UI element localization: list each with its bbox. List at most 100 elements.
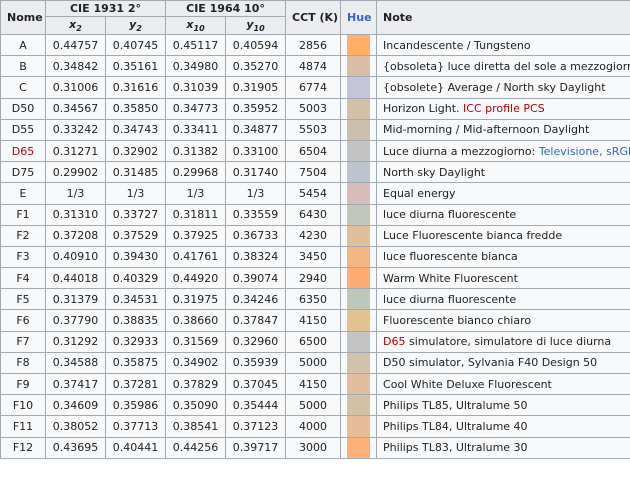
- cell-x2: 0.34609: [45, 394, 106, 417]
- cell-y2: 0.35161: [104, 55, 167, 78]
- col-header-x10[interactable]: x10: [165, 16, 227, 35]
- cell-y2: 0.37713: [104, 415, 167, 438]
- cell-note: Fluorescente bianco chiaro: [376, 309, 630, 332]
- table-row: B 0.34842 0.35161 0.34980 0.35270 4874 {obsole…: [0, 55, 630, 78]
- col-header-x2[interactable]: x2: [45, 16, 106, 35]
- note-link[interactable]: ICC profile PCS: [463, 102, 545, 116]
- cell-y2: 0.34531: [104, 288, 167, 311]
- hue-swatch: [347, 226, 371, 246]
- cell-y10: 0.39717: [225, 436, 287, 459]
- cell-x2: 0.43695: [45, 436, 106, 459]
- cell-note: Incandescente / Tungsteno: [376, 33, 630, 57]
- col-header-note[interactable]: Note: [376, 0, 630, 35]
- cell-x10: 0.31382: [165, 139, 227, 163]
- cell-y2: 0.35850: [104, 97, 167, 120]
- hue-swatch: [347, 416, 371, 437]
- cell-x2: 0.29902: [45, 161, 106, 184]
- cell-hue: [340, 267, 378, 290]
- hue-swatch: [347, 289, 371, 309]
- cell-x2: 0.31271: [45, 139, 106, 163]
- cell-name: F6: [0, 309, 46, 332]
- cell-note: Philips TL84, Ultralume 40: [376, 415, 630, 438]
- cell-x2: 0.31379: [45, 288, 106, 311]
- cell-name: F1: [0, 203, 46, 226]
- cell-note: Cool White Deluxe Fluorescent: [376, 372, 630, 396]
- hue-swatch: [347, 162, 371, 182]
- cell-note: D50 simulator, Sylvania F40 Design 50: [376, 351, 630, 375]
- table-row: E 1/3 1/3 1/3 1/3 5454 Equal energy: [0, 182, 630, 205]
- col-header-hue[interactable]: Hue: [340, 0, 378, 35]
- cell-x2: 0.34567: [45, 97, 106, 120]
- cell-y10: 0.35952: [225, 97, 287, 120]
- cell-cct: 6430: [285, 203, 342, 226]
- cell-cct: 5000: [285, 394, 342, 417]
- cell-x2: 0.31006: [45, 76, 106, 99]
- cell-hue: [340, 203, 378, 226]
- cell-y2: 0.31616: [104, 76, 167, 99]
- hue-swatch: [347, 56, 371, 76]
- cell-x10: 0.34902: [165, 351, 227, 375]
- cell-y10: 0.31740: [225, 161, 287, 184]
- cell-name: D50: [0, 97, 46, 120]
- col-header-y2[interactable]: y2: [104, 16, 167, 35]
- cell-x2: 0.37417: [45, 372, 106, 396]
- cell-x10: 0.41761: [165, 245, 227, 269]
- hue-swatch: [347, 99, 371, 119]
- cell-y10: 0.34246: [225, 288, 287, 311]
- cell-name: F3: [0, 245, 46, 269]
- cell-cct: 5000: [285, 351, 342, 375]
- cell-x2: 0.37790: [45, 309, 106, 332]
- cell-y10: 0.33100: [225, 139, 287, 163]
- hue-swatch: [347, 268, 371, 288]
- note-link[interactable]: Televisione, sRGB: [538, 144, 630, 158]
- note-text: simulatore, simulatore di luce diurna: [405, 335, 612, 349]
- cell-note: North sky Daylight: [376, 161, 630, 184]
- note-text: D50 simulator, Sylvania F40 Design 50: [383, 356, 598, 370]
- col-header-y10[interactable]: y10: [225, 16, 287, 35]
- note-text: {obsoleta} luce diretta del sole a mezzo…: [383, 59, 630, 73]
- table-row: D75 0.29902 0.31485 0.29968 0.31740 7504 North…: [0, 161, 630, 184]
- col-header-cct[interactable]: CCT (K): [285, 0, 342, 35]
- cell-name: B: [0, 55, 46, 78]
- cell-cct: 4230: [285, 224, 342, 247]
- col-header-nome[interactable]: Nome: [0, 0, 46, 35]
- cell-name: D65: [0, 139, 46, 163]
- cell-x10: 0.44256: [165, 436, 227, 459]
- note-link[interactable]: D65: [383, 335, 406, 349]
- cell-hue: [340, 76, 378, 99]
- cell-hue: [340, 394, 378, 417]
- hue-swatch: [347, 205, 371, 225]
- cell-cct: 2856: [285, 33, 342, 57]
- cell-cct: 6774: [285, 76, 342, 99]
- note-text: luce fluorescente bianca: [383, 250, 518, 264]
- cell-name: F4: [0, 267, 46, 290]
- cell-hue: [340, 139, 378, 163]
- cell-y2: 0.35875: [104, 351, 167, 375]
- note-text: Warm White Fluorescent: [383, 271, 518, 285]
- cell-x10: 0.35090: [165, 394, 227, 417]
- cell-note: Luce Fluorescente bianca fredde: [376, 224, 630, 247]
- note-text: Luce Fluorescente bianca fredde: [383, 229, 563, 243]
- cell-y2: 0.40329: [104, 267, 167, 290]
- note-text: Horizon Light.: [383, 102, 464, 116]
- hue-swatch: [347, 310, 371, 331]
- cell-cct: 4874: [285, 55, 342, 78]
- cell-y2: 0.34743: [104, 118, 167, 141]
- table-row: F2 0.37208 0.37529 0.37925 0.36733 4230 Luce F…: [0, 224, 630, 247]
- header-row-1: Nome CIE 1931 2° CIE 1964 10° CCT (K) Hu…: [0, 0, 630, 35]
- hue-swatch: [347, 35, 371, 55]
- cell-cct: 5503: [285, 118, 342, 141]
- cell-y10: 0.35270: [225, 55, 287, 78]
- note-text: Equal energy: [383, 186, 456, 200]
- table-row: F3 0.40910 0.39430 0.41761 0.38324 3450 luce f…: [0, 245, 630, 269]
- cell-hue: [340, 288, 378, 311]
- table-row: F9 0.37417 0.37281 0.37829 0.37045 4150 Cool W…: [0, 372, 630, 396]
- note-text: Cool White Deluxe Fluorescent: [383, 377, 552, 391]
- col-header-cie1931: CIE 1931 2°: [44, 0, 167, 17]
- cell-cct: 3450: [285, 245, 342, 269]
- table-row: F7 0.31292 0.32933 0.31569 0.32960 6500 D65 si…: [0, 330, 630, 353]
- table-row: F8 0.34588 0.35875 0.34902 0.35939 5000 D50 si…: [0, 351, 630, 375]
- table-row: F10 0.34609 0.35986 0.35090 0.35444 5000 Phili…: [0, 394, 630, 417]
- cell-y10: 0.40594: [225, 33, 287, 57]
- cell-cct: 6500: [285, 330, 342, 353]
